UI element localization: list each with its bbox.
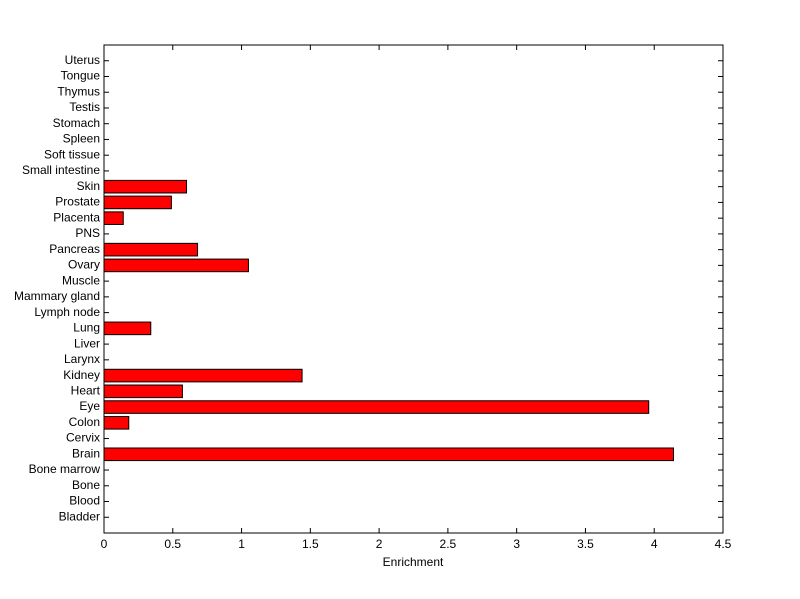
- y-tick-label: Ovary: [68, 258, 100, 272]
- x-tick-label: 4: [651, 537, 658, 551]
- y-tick-label: Larynx: [64, 352, 100, 366]
- x-tick-label: 4.5: [715, 537, 732, 551]
- y-tick-label: Colon: [69, 415, 100, 429]
- y-tick-label: Heart: [71, 383, 101, 397]
- y-tick-label: Pancreas: [49, 242, 100, 256]
- bar: [103, 258, 249, 273]
- x-tick-label: 1: [238, 537, 245, 551]
- x-tick-label: 1.5: [302, 537, 319, 551]
- y-tick-label: Prostate: [55, 195, 100, 209]
- y-tick-label: Skin: [77, 179, 100, 193]
- y-tick-label: Eye: [79, 399, 100, 413]
- bar: [103, 242, 199, 257]
- y-tick-label: Lung: [73, 321, 100, 335]
- bar: [103, 384, 183, 399]
- y-tick-label: Cervix: [66, 431, 100, 445]
- x-tick-label: 2.5: [440, 537, 457, 551]
- bar: [103, 179, 188, 194]
- bar: [103, 416, 130, 430]
- x-tick-label: 3.5: [577, 537, 594, 551]
- x-tick-label: 3: [513, 537, 520, 551]
- y-tick-label: Muscle: [62, 273, 100, 287]
- y-tick-label: Bone: [72, 478, 100, 492]
- y-tick-label: Bladder: [59, 509, 100, 523]
- y-tick-label: Blood: [69, 494, 100, 508]
- y-tick-label: Brain: [72, 446, 100, 460]
- x-axis-label: Enrichment: [383, 555, 444, 569]
- y-tick-label: Liver: [74, 336, 100, 350]
- x-tick-label: 2: [376, 537, 383, 551]
- x-tick-label: 0: [101, 537, 108, 551]
- y-tick-label: Tongue: [61, 69, 101, 83]
- y-tick-label: Uterus: [65, 53, 100, 67]
- y-tick-label: Placenta: [53, 210, 100, 224]
- bar: [103, 447, 674, 462]
- y-tick-label: Lymph node: [34, 305, 100, 319]
- bar: [103, 400, 650, 414]
- y-tick-label: Testis: [69, 100, 100, 114]
- bar: [103, 195, 172, 210]
- bar: [103, 211, 124, 225]
- y-tick-label: PNS: [75, 226, 100, 240]
- y-tick-label: Thymus: [57, 84, 100, 98]
- y-tick-label: Stomach: [53, 116, 100, 130]
- y-tick-label: Bone marrow: [29, 462, 101, 476]
- bar: [103, 321, 152, 336]
- plot-frame: [103, 44, 724, 534]
- y-tick-label: Small intestine: [22, 163, 100, 177]
- y-tick-label: Soft tissue: [44, 147, 100, 161]
- bar: [103, 368, 303, 383]
- x-tick-label: 0.5: [164, 537, 181, 551]
- y-tick-label: Kidney: [63, 368, 100, 382]
- y-tick-label: Spleen: [63, 132, 100, 146]
- y-tick-label: Mammary gland: [14, 289, 100, 303]
